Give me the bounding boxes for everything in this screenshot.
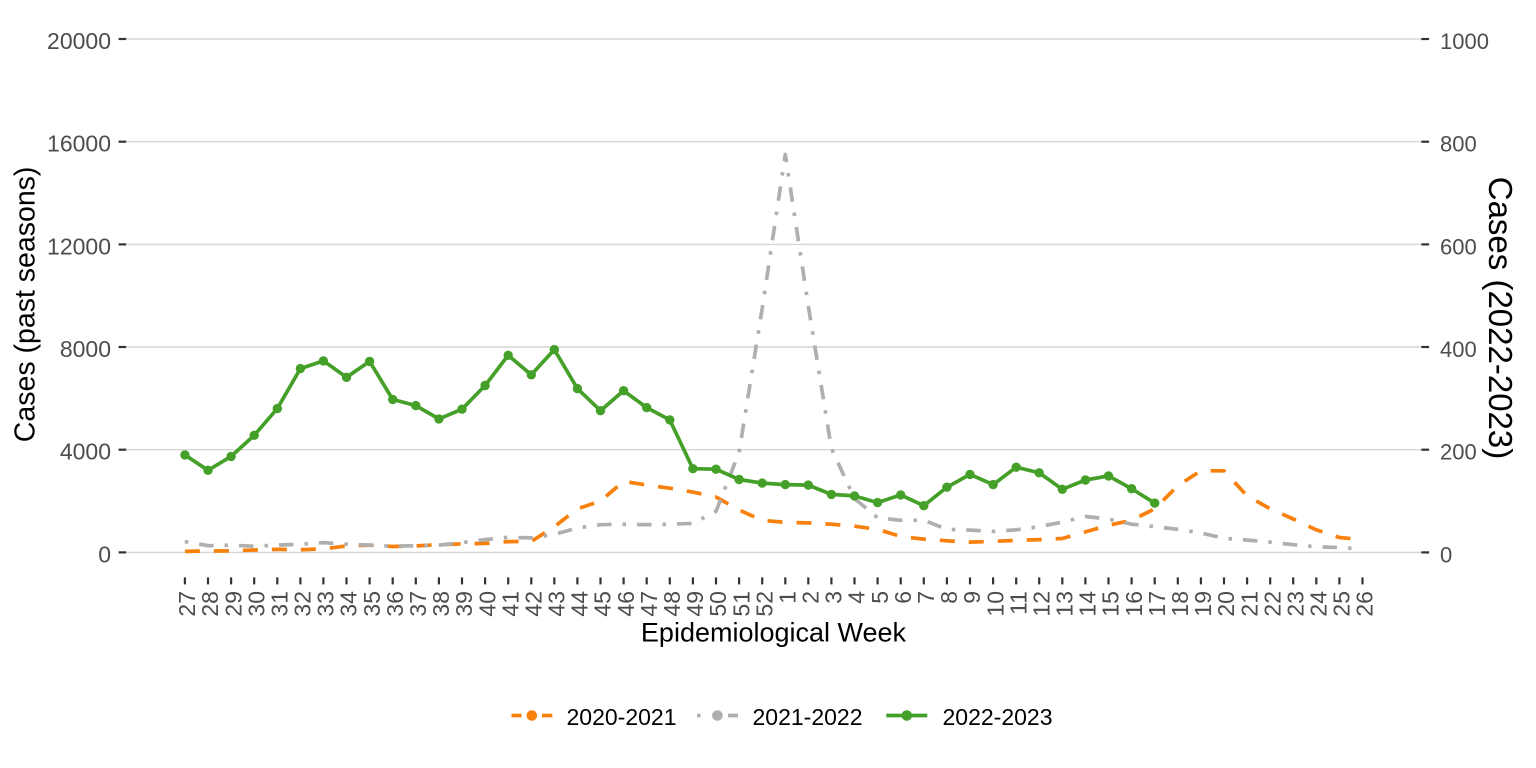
svg-text:43: 43	[544, 591, 570, 617]
svg-text:3: 3	[821, 591, 847, 604]
svg-text:17: 17	[1144, 591, 1170, 617]
svg-text:50: 50	[705, 591, 731, 617]
svg-text:1: 1	[775, 591, 801, 604]
svg-text:23: 23	[1282, 591, 1308, 617]
svg-text:39: 39	[451, 591, 477, 617]
svg-text:37: 37	[405, 591, 431, 617]
svg-text:40: 40	[474, 591, 500, 617]
svg-text:51: 51	[728, 591, 754, 617]
svg-text:200: 200	[1440, 440, 1477, 465]
svg-text:18: 18	[1167, 591, 1193, 617]
svg-text:16: 16	[1121, 591, 1147, 617]
svg-text:7: 7	[913, 591, 939, 604]
svg-text:45: 45	[590, 591, 616, 617]
svg-text:44: 44	[567, 591, 593, 617]
svg-text:Cases (2022-2023): Cases (2022-2023)	[1482, 177, 1519, 460]
svg-text:35: 35	[359, 591, 385, 617]
svg-text:33: 33	[313, 591, 339, 617]
svg-text:600: 600	[1440, 234, 1477, 259]
svg-text:8: 8	[936, 591, 962, 604]
svg-text:38: 38	[428, 591, 454, 617]
svg-text:5: 5	[867, 591, 893, 604]
svg-text:26: 26	[1352, 591, 1378, 617]
svg-text:4: 4	[844, 591, 870, 604]
svg-text:14: 14	[1075, 591, 1101, 617]
svg-text:0: 0	[98, 541, 111, 567]
svg-text:41: 41	[497, 591, 523, 617]
svg-text:20000: 20000	[47, 28, 111, 54]
svg-text:9: 9	[959, 591, 985, 604]
svg-text:24: 24	[1306, 591, 1332, 617]
svg-text:15: 15	[1098, 591, 1124, 617]
svg-text:36: 36	[382, 591, 408, 617]
svg-text:29: 29	[220, 591, 246, 617]
svg-text:22: 22	[1259, 591, 1285, 617]
svg-text:11: 11	[1005, 591, 1031, 615]
svg-text:34: 34	[336, 591, 362, 617]
svg-text:30: 30	[243, 591, 269, 617]
svg-text:2: 2	[798, 591, 824, 604]
svg-text:2020-2021: 2020-2021	[567, 704, 677, 730]
svg-text:27: 27	[174, 591, 200, 617]
svg-text:2022-2023: 2022-2023	[943, 704, 1053, 730]
svg-text:42: 42	[521, 591, 547, 617]
svg-text:25: 25	[1329, 591, 1355, 617]
svg-text:Epidemiological Week: Epidemiological Week	[641, 617, 907, 647]
svg-text:49: 49	[682, 591, 708, 617]
svg-text:21: 21	[1236, 591, 1262, 617]
svg-text:6: 6	[890, 591, 916, 604]
svg-text:28: 28	[197, 591, 223, 617]
svg-text:13: 13	[1052, 591, 1078, 617]
svg-text:Cases (past seasons): Cases (past seasons)	[9, 167, 41, 443]
svg-text:20: 20	[1213, 591, 1239, 617]
svg-text:12000: 12000	[47, 233, 111, 259]
svg-text:800: 800	[1440, 132, 1477, 157]
svg-text:47: 47	[636, 591, 662, 617]
svg-text:8000: 8000	[60, 336, 111, 362]
svg-text:16000: 16000	[47, 131, 111, 157]
svg-text:10: 10	[982, 591, 1008, 617]
svg-text:48: 48	[659, 591, 685, 617]
svg-text:19: 19	[1190, 591, 1216, 617]
svg-text:4000: 4000	[60, 439, 111, 465]
svg-text:31: 31	[267, 591, 293, 617]
svg-text:46: 46	[613, 591, 639, 617]
svg-text:52: 52	[751, 591, 777, 617]
svg-text:12: 12	[1028, 591, 1054, 617]
svg-text:400: 400	[1440, 337, 1477, 362]
svg-text:2021-2022: 2021-2022	[753, 704, 863, 730]
svg-text:0: 0	[1440, 542, 1452, 567]
svg-text:1000: 1000	[1440, 29, 1489, 54]
svg-text:32: 32	[290, 591, 316, 617]
